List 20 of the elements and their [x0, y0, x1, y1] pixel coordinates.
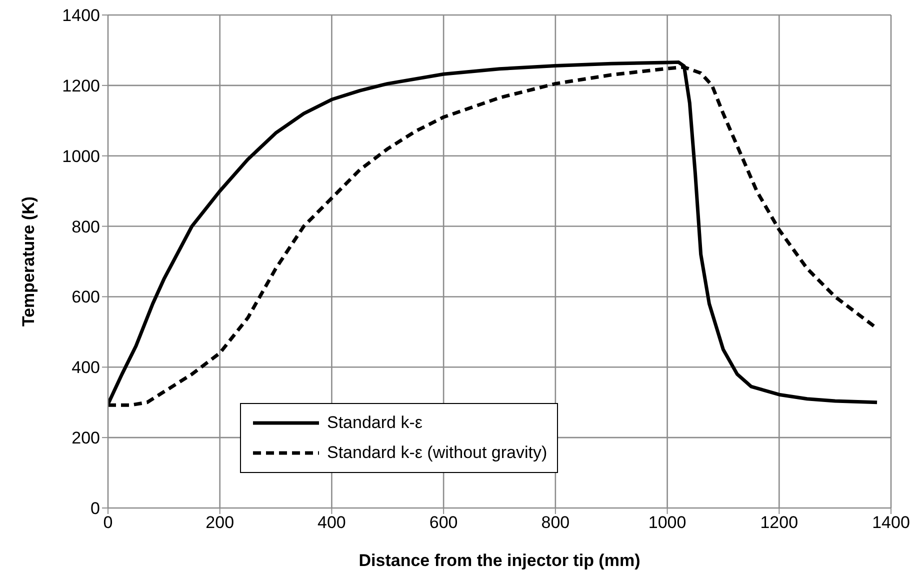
x-tick-label: 1400: [872, 513, 910, 532]
x-tick-label: 400: [318, 513, 346, 532]
y-tick-label: 1000: [62, 146, 100, 166]
x-tick-label: 800: [541, 513, 570, 532]
y-tick-label: 1200: [62, 76, 100, 96]
y-tick-label: 1400: [62, 6, 100, 26]
x-tick-label: 600: [429, 513, 458, 532]
x-tick-label: 1200: [760, 513, 798, 532]
y-tick-label: 0: [90, 499, 100, 518]
y-tick-label: 600: [72, 288, 100, 307]
legend-label: Standard k-ε: [327, 413, 422, 433]
x-tick-label: 200: [206, 513, 234, 532]
y-tick-label: 200: [72, 428, 100, 448]
x-axis-title: Distance from the injector tip (mm): [358, 551, 640, 570]
y-tick-label: 400: [72, 358, 100, 378]
x-tick-label: 1000: [648, 513, 686, 532]
x-tick-label: 0: [103, 513, 113, 532]
legend-label: Standard k-ε (without gravity): [327, 443, 548, 463]
y-axis-title: Temperature (K): [19, 196, 38, 327]
y-tick-label: 800: [72, 217, 100, 236]
